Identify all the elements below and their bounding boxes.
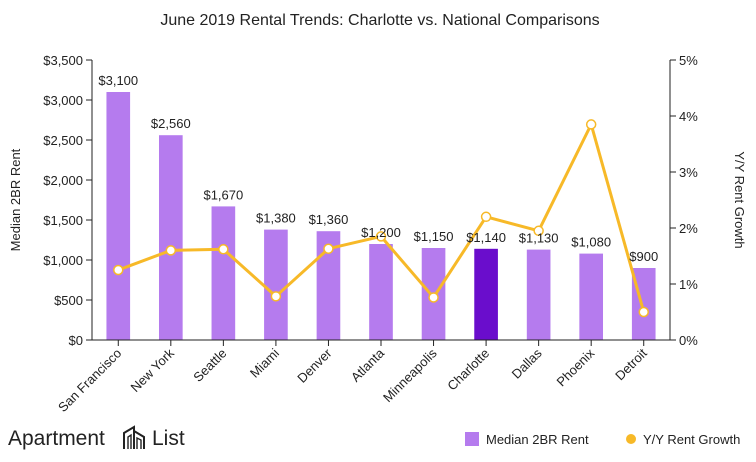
bar-phoenix: [579, 253, 604, 340]
legend-label-rent: Median 2BR Rent: [486, 432, 589, 447]
brand-name-part1: Apartment: [8, 427, 105, 450]
growth-point-detroit: [638, 306, 649, 318]
bar-value-label: $1,080: [571, 235, 611, 250]
y-left-tick-label: $2,000: [43, 173, 83, 188]
growth-point-phoenix: [585, 119, 597, 130]
bar-value-label: $2,560: [151, 116, 191, 131]
x-tick-label: Denver: [294, 345, 335, 386]
growth-point-atlanta: [375, 231, 387, 242]
line-layer: [113, 119, 649, 318]
y-right-tick-label: 4%: [679, 109, 698, 124]
x-tick-label: Phoenix: [553, 345, 597, 389]
growth-point-minneapolis: [428, 292, 439, 303]
bar-value-label: $1,670: [203, 187, 243, 202]
x-tick-label: Miami: [247, 345, 282, 380]
growth-point-dallas: [533, 225, 544, 237]
y-left-axis-label: Median 2BR Rent: [8, 148, 23, 251]
bar-value-label: $1,360: [309, 212, 349, 227]
growth-point-miami: [270, 291, 282, 302]
legend-swatch-rent: [465, 432, 479, 446]
x-tick-label: Atlanta: [348, 345, 388, 385]
x-tick-label: San Francisco: [55, 346, 124, 415]
labels-layer: $3,100 $2,560 $1,670 $1,380 $1,360 $1,200 $1,1…: [98, 73, 658, 264]
legend-label-growth: Y/Y Rent Growth: [643, 432, 740, 447]
bar-denver: [316, 231, 341, 340]
y-right-tick-label: 0%: [679, 333, 698, 348]
bar-charlotte: [474, 248, 498, 340]
x-tick-label: New York: [127, 345, 177, 395]
chart-title: June 2019 Rental Trends: Charlotte vs. N…: [160, 12, 599, 29]
growth-point-san-francisco: [113, 264, 124, 276]
bar-value-label: $1,200: [361, 225, 401, 240]
brand-name-part2: List: [152, 427, 185, 450]
x-tick-label: Charlotte: [444, 346, 492, 394]
bar-value-label: $3,100: [98, 73, 138, 88]
y-left-tick-label: $1,500: [43, 213, 83, 228]
x-tick-label: Dallas: [509, 345, 546, 382]
y-left-tick-label: $3,500: [43, 53, 83, 68]
bar-atlanta: [369, 244, 393, 340]
bar-value-label: $1,130: [519, 231, 559, 246]
x-tick-label: Minneapolis: [380, 345, 440, 405]
y-left-tick-label: $500: [54, 293, 83, 308]
bar-value-label: $1,380: [256, 211, 296, 226]
brand-logo-icon: [123, 425, 145, 449]
bar-value-label: $900: [629, 249, 658, 264]
y-right-tick-label: 3%: [679, 165, 698, 180]
y-right-tick-label: 2%: [679, 221, 698, 236]
bar-seattle: [211, 206, 236, 340]
brand-logo: Apartment List: [8, 425, 185, 450]
growth-point-denver: [323, 243, 334, 254]
growth-point-seattle: [218, 244, 229, 255]
y-right-tick-label: 1%: [679, 277, 698, 292]
bar-new-york: [158, 135, 183, 340]
y-right-axis-label: Y/Y Rent Growth: [732, 151, 747, 248]
x-tick-label: Seattle: [190, 346, 229, 385]
y-left-tick-label: $0: [69, 333, 83, 348]
legend-swatch-growth: [626, 434, 636, 444]
bar-value-label: $1,150: [414, 229, 454, 244]
x-tick-label: Detroit: [612, 345, 650, 383]
y-right-tick-label: 5%: [679, 53, 698, 68]
y-left-tick-label: $2,500: [43, 133, 83, 148]
growth-point-new-york: [165, 245, 177, 256]
bar-miami: [264, 229, 288, 340]
bar-value-label: $1,140: [466, 230, 506, 245]
growth-point-charlotte: [480, 211, 492, 223]
y-left-tick-label: $1,000: [43, 253, 83, 268]
bar-dallas: [526, 249, 551, 340]
y-left-tick-label: $3,000: [43, 93, 83, 108]
legend: Median 2BR Rent Y/Y Rent Growth: [465, 432, 740, 447]
bar-san-francisco: [106, 92, 131, 340]
